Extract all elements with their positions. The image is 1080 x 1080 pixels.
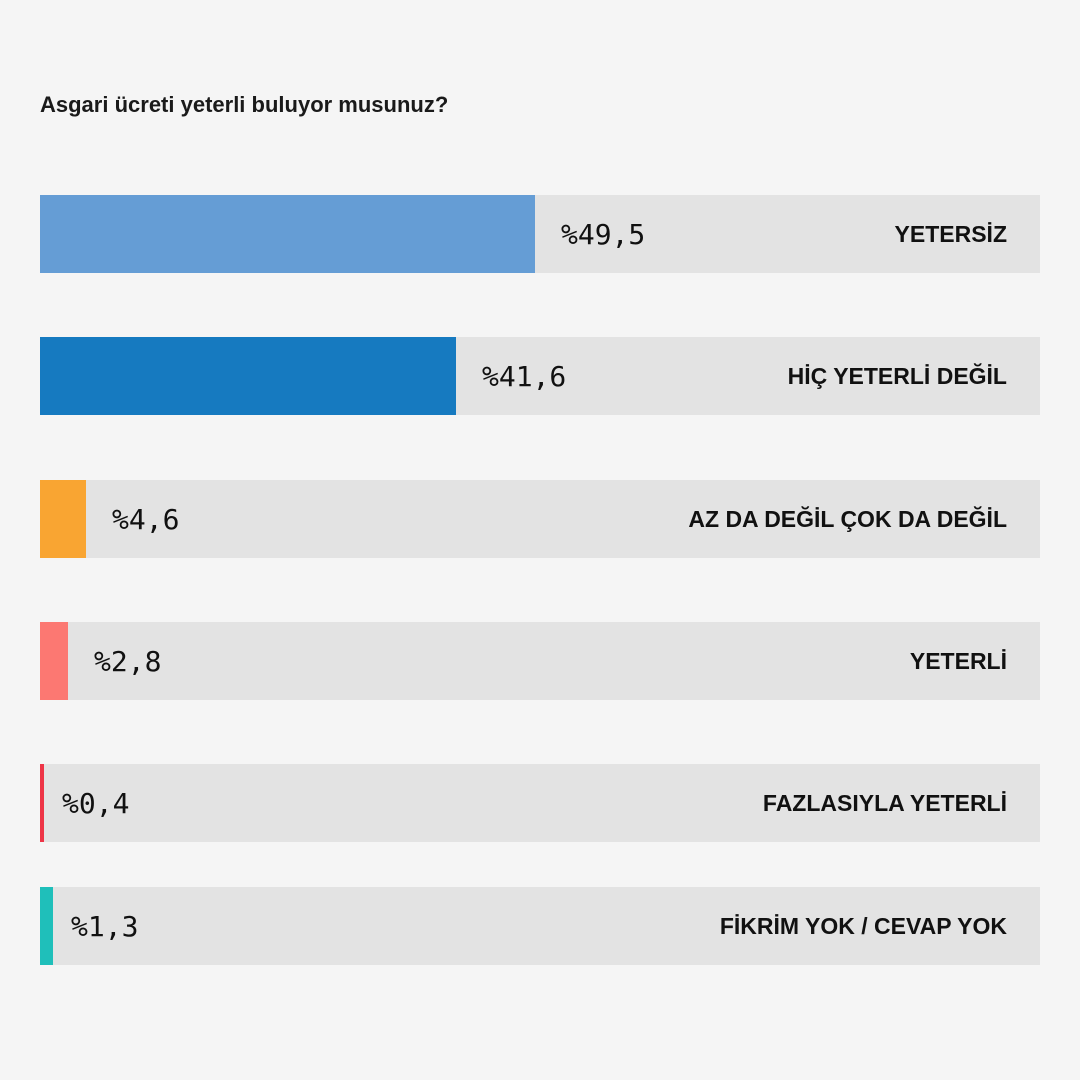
bar-value-label: %1,3 bbox=[71, 909, 139, 943]
bar-fill bbox=[40, 764, 44, 842]
bar-value-label: %49,5 bbox=[561, 217, 646, 251]
bar-row: %4,6 AZ DA DEĞİL ÇOK DA DEĞİL bbox=[40, 480, 1040, 558]
bar-value-label: %2,8 bbox=[94, 644, 162, 678]
chart-title: Asgari ücreti yeterli buluyor musunuz? bbox=[40, 92, 449, 117]
bar-value-label: %0,4 bbox=[62, 786, 130, 820]
bar-chart: %49,5 YETERSİZ %41,6 HİÇ YETERLİ DEĞİL %4,6 A… bbox=[40, 0, 1040, 1080]
bar-fill bbox=[40, 337, 456, 415]
bar-category-label: HİÇ YETERLİ DEĞİL bbox=[787, 362, 1007, 389]
bar-fill bbox=[40, 480, 86, 558]
bar-row: %2,8 YETERLİ bbox=[40, 622, 1040, 700]
bar-fill bbox=[40, 887, 53, 965]
bar-fill bbox=[40, 195, 535, 273]
bar-value-label: %41,6 bbox=[482, 359, 567, 393]
bar-row: %49,5 YETERSİZ bbox=[40, 195, 1040, 273]
bar-row: %1,3 FİKRİM YOK / CEVAP YOK bbox=[40, 887, 1040, 965]
bar-value-label: %4,6 bbox=[112, 502, 180, 536]
bar-fill bbox=[40, 622, 68, 700]
bar-category-label: YETERLİ bbox=[909, 647, 1007, 674]
bar-category-label: FİKRİM YOK / CEVAP YOK bbox=[719, 912, 1007, 939]
bar-row: %41,6 HİÇ YETERLİ DEĞİL bbox=[40, 337, 1040, 415]
bar-category-label: FAZLASIYLA YETERLİ bbox=[762, 789, 1007, 816]
bar-category-label: YETERSİZ bbox=[894, 220, 1007, 247]
bar-row: %0,4 FAZLASIYLA YETERLİ bbox=[40, 764, 1040, 842]
bar-category-label: AZ DA DEĞİL ÇOK DA DEĞİL bbox=[688, 505, 1007, 532]
